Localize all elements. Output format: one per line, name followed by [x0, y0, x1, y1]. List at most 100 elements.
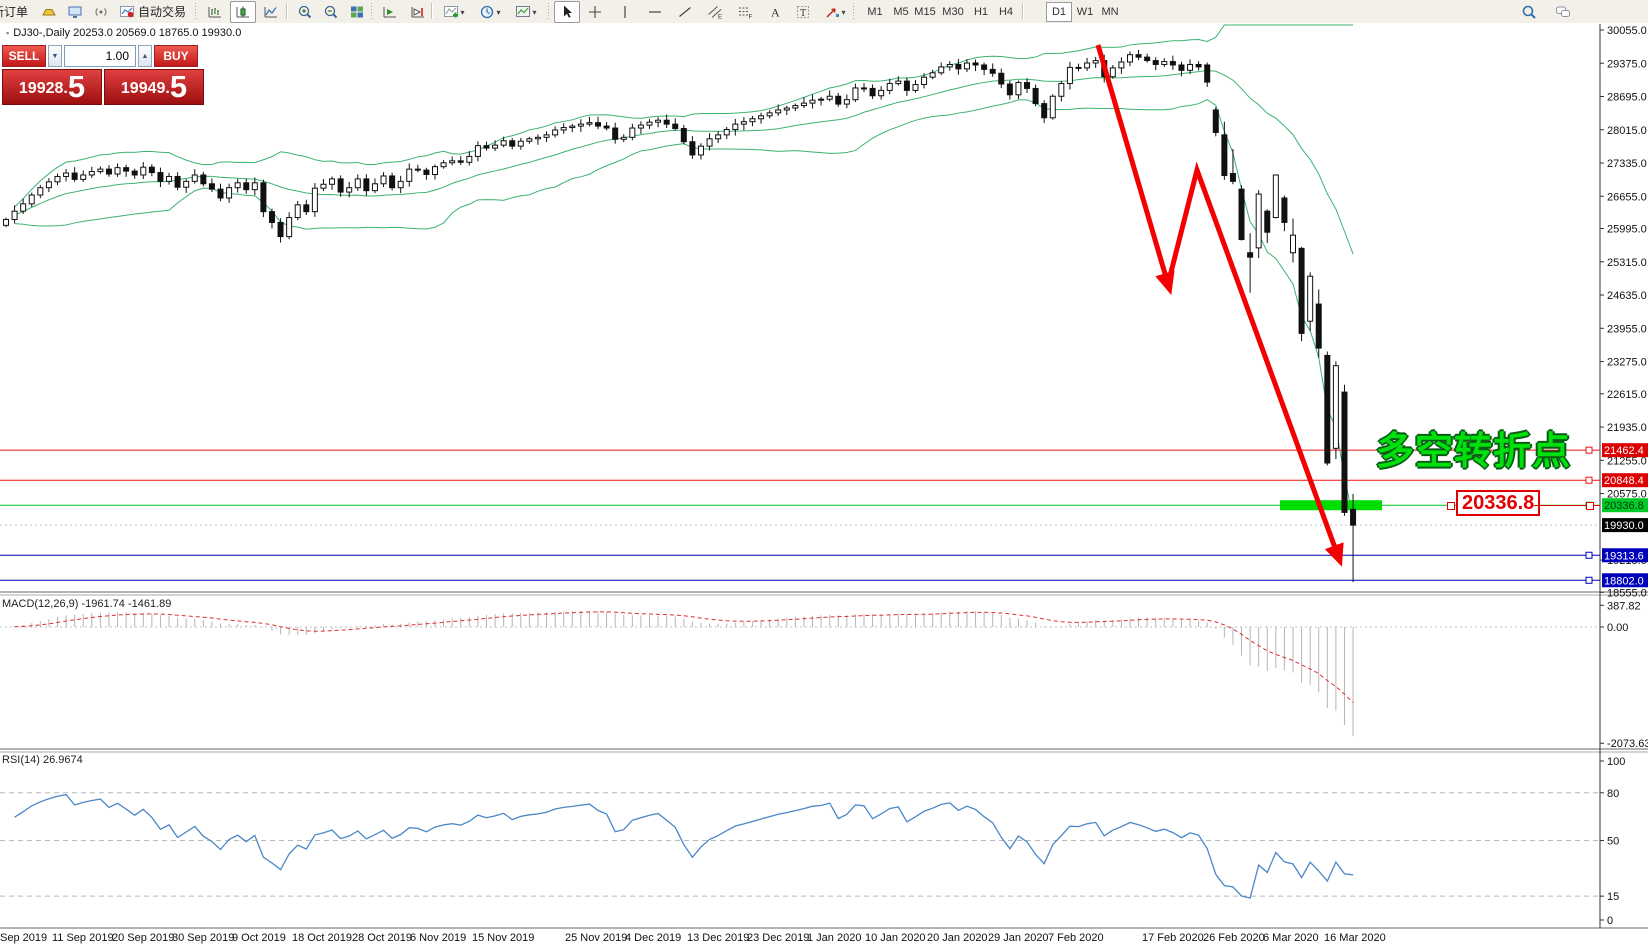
text-button[interactable]: A [762, 1, 788, 23]
price-tick-label: 30055.0 [1607, 25, 1647, 37]
chat-button[interactable] [1550, 1, 1576, 23]
candlestick-icon [236, 6, 249, 18]
date-axis-label: 20 Sep 2019 [112, 932, 174, 944]
timeframe-m5[interactable]: M5 [893, 6, 909, 18]
text-label-button[interactable]: T [790, 1, 816, 23]
level-anchor-square[interactable] [1585, 446, 1593, 454]
rsi-tick-label: 15 [1607, 891, 1619, 903]
cursor-button[interactable] [554, 1, 580, 23]
callout-anchor-right[interactable] [1586, 502, 1594, 511]
svg-text:F: F [749, 15, 753, 21]
volume-increase-button[interactable]: ▲ [138, 45, 152, 67]
toolbar-grip [547, 3, 551, 19]
sell-price-button[interactable]: 19928. 5 [2, 69, 102, 105]
timeframe-m15[interactable]: M15 [914, 6, 936, 18]
search-button[interactable] [1516, 1, 1542, 23]
fibonacci-icon: F [739, 7, 753, 21]
date-axis-label: 18 Oct 2019 [292, 932, 352, 944]
periods-icon [481, 5, 494, 19]
down-arrow-2[interactable] [1165, 161, 1344, 567]
equidistant-channel-icon: E [708, 6, 722, 20]
signal-icon[interactable] [88, 1, 114, 23]
chart-window[interactable]: 30055.0 29375.0 28695.0 28015.0 27335.0 26655… [0, 23, 1648, 946]
price-tick-label: 28695.0 [1607, 92, 1647, 104]
dropdown-caret-icon[interactable]: ▾ [841, 7, 846, 17]
gold-icon[interactable] [36, 1, 62, 23]
buy-price-button[interactable]: 19949. 5 [104, 69, 204, 105]
timeframe-m1[interactable]: M1 [867, 6, 883, 18]
line-chart-button[interactable] [258, 1, 284, 23]
autotrade-icon[interactable] [114, 1, 140, 23]
level-anchor-square[interactable] [1585, 551, 1593, 559]
sell-price-fraction: 5 [67, 69, 86, 104]
timeframe-h4[interactable]: H4 [998, 6, 1014, 18]
date-axis-label: 29 Jan 2020 [988, 932, 1049, 944]
timeframe-m30[interactable]: M30 [942, 6, 964, 18]
timeframe-w1[interactable]: W1 [1076, 6, 1094, 18]
level-price-flag [1602, 518, 1648, 533]
dropdown-caret-icon[interactable]: ▾ [496, 7, 501, 17]
fibonacci-button[interactable]: F [732, 1, 758, 23]
horizontal-line-button[interactable] [642, 1, 668, 23]
volume-input[interactable] [64, 45, 136, 67]
down-arrow-1[interactable] [1095, 44, 1175, 296]
zoom-in-icon [298, 5, 312, 19]
sell-price-main: 19928 [18, 80, 64, 97]
support-zone-bar[interactable] [1280, 500, 1382, 511]
timeframe-d1[interactable]: D1 [1046, 2, 1072, 22]
equidistant-channel-button[interactable]: E [702, 1, 728, 23]
level-anchor-square[interactable] [1585, 476, 1593, 484]
date-axis-label: 26 Feb 2020 [1203, 932, 1265, 944]
toolbar-separator [431, 3, 433, 19]
price-chart[interactable]: 30055.0 29375.0 28695.0 28015.0 27335.0 26655… [0, 23, 1648, 946]
date-axis-label: 15 Nov 2019 [472, 932, 534, 944]
terminal-icon[interactable] [62, 1, 88, 23]
date-axis-label: 25 Nov 2019 [565, 932, 627, 944]
zoom-in-button[interactable] [292, 1, 318, 23]
bar-chart-button[interactable] [202, 1, 228, 23]
level-price-flag-label: 20848.4 [1604, 475, 1644, 487]
timeframe-h1[interactable]: H1 [973, 6, 989, 18]
turning-point-annotation[interactable]: 多空转折点 [1376, 431, 1572, 473]
volume-decrease-button[interactable]: ▼ [48, 45, 62, 67]
price-tick-label: 23275.0 [1607, 357, 1647, 369]
crosshair-button[interactable] [582, 1, 608, 23]
price-callout-box[interactable]: 20336.8 [1456, 490, 1541, 516]
auto-scroll-button[interactable] [377, 1, 403, 23]
arrows-button[interactable]: ▾ [818, 1, 852, 23]
symbol-ohlc-text: DJ30-,Daily 20253.0 20569.0 18765.0 1993… [13, 27, 242, 39]
new-order-button[interactable]: 新订单 [0, 4, 28, 19]
terminal-icon-icon [68, 6, 82, 18]
sell-button[interactable]: SELL [2, 45, 46, 67]
horizontal-line-icon [649, 11, 661, 13]
dropdown-caret-icon[interactable]: ▾ [532, 7, 537, 17]
chart-shift-button[interactable] [405, 1, 431, 23]
price-tick-label: 25995.0 [1607, 224, 1647, 236]
arrows-icon [826, 8, 840, 18]
level-price-flag-label: 19930.0 [1604, 520, 1644, 532]
zoom-out-button[interactable] [318, 1, 344, 23]
periods-button[interactable]: ▾ [473, 1, 507, 23]
tile-windows-button[interactable] [344, 1, 370, 23]
price-tick-label: 28015.0 [1607, 125, 1647, 137]
timeframe-mn[interactable]: MN [1101, 6, 1119, 18]
macd-tick-label: 0.00 [1607, 622, 1628, 634]
toolbar-separator [286, 3, 288, 19]
autotrade-label[interactable]: 自动交易 [137, 4, 186, 19]
dropdown-caret-icon[interactable]: ▾ [460, 7, 465, 17]
indicators-button[interactable]: ▾ [437, 1, 471, 23]
templates-button[interactable]: ▾ [509, 1, 543, 23]
callout-anchor-left[interactable] [1447, 502, 1455, 511]
bar-chart-icon [208, 7, 221, 18]
date-axis-label: 10 Jan 2020 [865, 932, 926, 944]
buy-button[interactable]: BUY [154, 45, 198, 67]
date-axis-label: 30 Sep 2019 [172, 932, 234, 944]
price-tick-label: 21935.0 [1607, 422, 1647, 434]
signal-icon-icon [95, 8, 107, 16]
vertical-line-icon [624, 6, 626, 18]
cursor-icon [564, 5, 572, 18]
candlestick-button[interactable] [230, 1, 256, 23]
level-anchor-square[interactable] [1585, 576, 1593, 584]
vertical-line-button[interactable] [612, 1, 638, 23]
trendline-button[interactable] [672, 1, 698, 23]
